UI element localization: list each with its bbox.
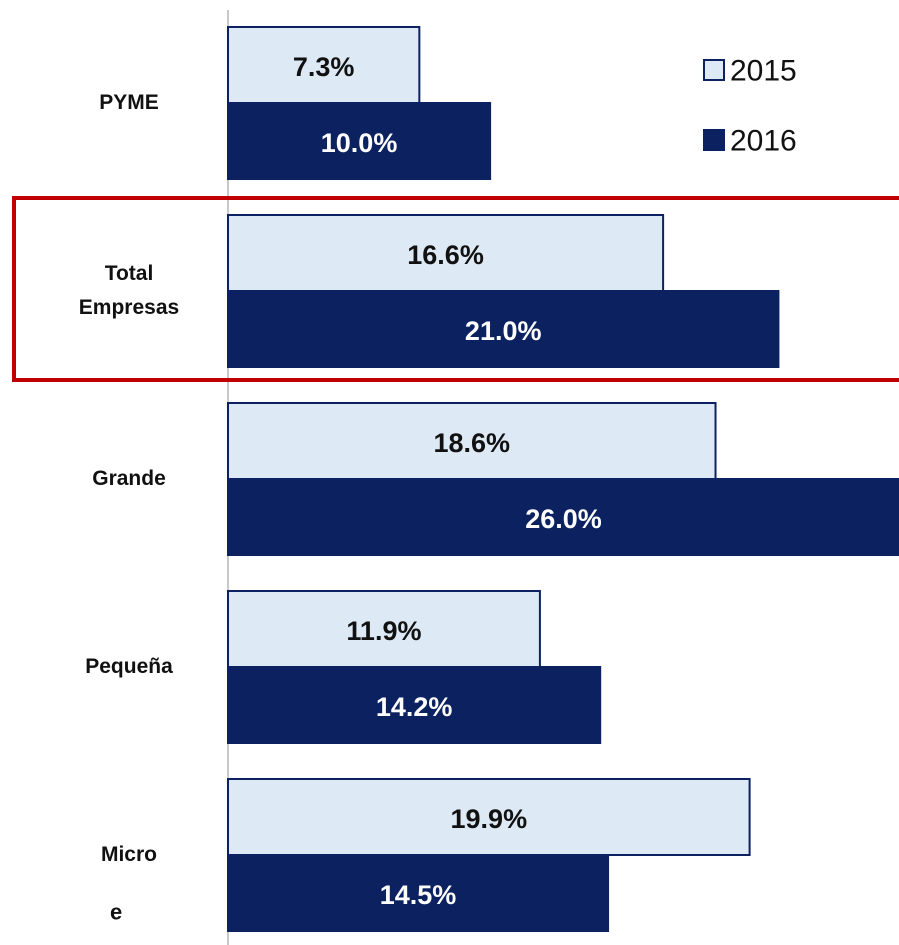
value-label: 21.0% bbox=[465, 316, 542, 346]
bar bbox=[227, 26, 421, 104]
bar bbox=[227, 590, 541, 668]
value-label: 14.5% bbox=[380, 880, 457, 910]
value-label: 26.0% bbox=[525, 504, 602, 534]
bar bbox=[227, 666, 602, 744]
legend-label: 2016 bbox=[730, 125, 797, 158]
bar bbox=[227, 478, 899, 556]
category-label: Grande bbox=[92, 467, 166, 490]
value-label: 14.2% bbox=[376, 692, 453, 722]
bar bbox=[227, 854, 610, 932]
value-label: 10.0% bbox=[321, 128, 398, 158]
category-label: Total Empresas bbox=[78, 262, 180, 319]
highlight-box bbox=[12, 196, 899, 382]
bar bbox=[227, 102, 492, 180]
legend-swatch bbox=[703, 129, 725, 151]
value-label: 19.9% bbox=[451, 804, 528, 834]
bar bbox=[227, 290, 780, 368]
legend-swatch bbox=[703, 59, 725, 81]
bar bbox=[227, 778, 751, 856]
value-label: 11.9% bbox=[346, 616, 421, 646]
value-label: 18.6% bbox=[433, 428, 510, 458]
value-label: 7.3% bbox=[293, 52, 355, 82]
annotation: e bbox=[110, 900, 122, 925]
bar bbox=[227, 214, 665, 292]
category-label: PYME bbox=[99, 91, 159, 114]
bar bbox=[227, 402, 717, 480]
value-label: 16.6% bbox=[407, 240, 484, 270]
legend-label: 2015 bbox=[730, 55, 797, 88]
category-label: Micro bbox=[100, 843, 157, 866]
category-label: Pequeña bbox=[85, 655, 173, 678]
